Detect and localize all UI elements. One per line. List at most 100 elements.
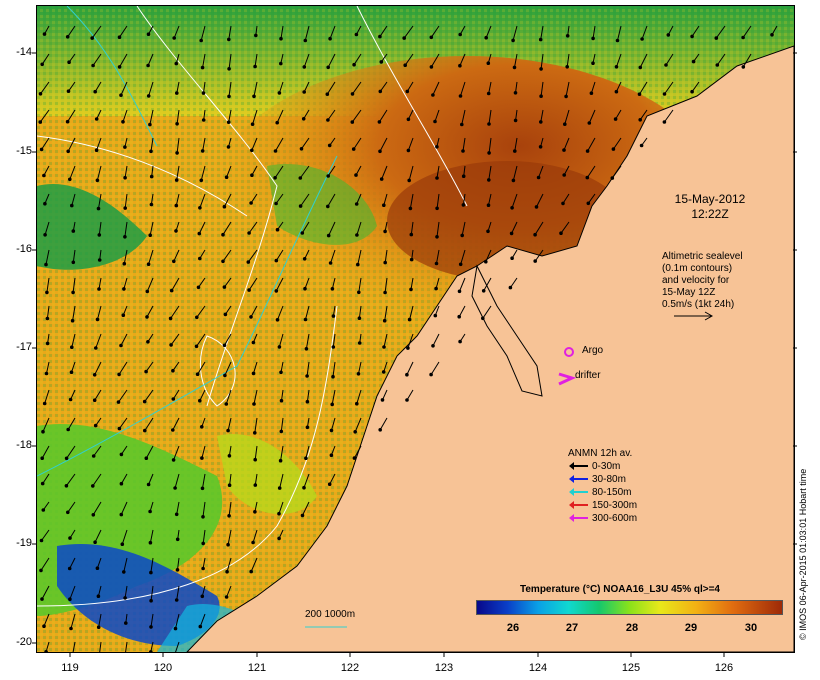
velocity-arrow-head [149, 598, 153, 603]
velocity-arrow-head [94, 346, 98, 350]
y-label: -19 [16, 537, 32, 549]
velocity-arrow [279, 473, 284, 489]
velocity-arrow-head [252, 402, 256, 406]
velocity-arrow [69, 557, 76, 569]
velocity-arrow [590, 81, 596, 94]
velocity-arrow-head [640, 37, 644, 41]
velocity-arrow [150, 557, 154, 573]
colorbar-title: Temperature (°C) NOAA16_L3U 45% ql>=4 [520, 584, 720, 595]
legend-item: 150-300m [569, 500, 637, 511]
velocity-arrow-head [486, 229, 490, 234]
velocity-arrow [352, 81, 362, 95]
velocity-arrow-head [536, 175, 541, 180]
velocity-arrow-head [44, 650, 48, 652]
velocity-arrow [170, 333, 180, 346]
velocity-arrow [536, 193, 544, 208]
velocity-arrow [612, 137, 622, 150]
velocity-arrow-head [429, 65, 434, 69]
velocity-arrow [276, 109, 284, 123]
velocity-arrow [410, 221, 414, 235]
velocity-arrow [381, 165, 388, 180]
velocity-arrow-head [201, 541, 205, 546]
velocity-arrow [67, 501, 76, 513]
velocity-arrow [98, 221, 102, 235]
sealevel-contour-4 [37, 305, 338, 607]
velocity-arrow [512, 165, 518, 181]
velocity-arrow [253, 81, 258, 97]
velocity-arrow [358, 277, 362, 293]
velocity-arrow [356, 193, 362, 205]
velocity-arrow-head [486, 203, 491, 207]
velocity-arrow-head [199, 178, 204, 183]
velocity-arrow-head [174, 61, 179, 66]
velocity-arrow-head [200, 149, 205, 153]
velocity-arrow [146, 277, 154, 292]
velocity-arrow-head [42, 173, 46, 178]
velocity-arrow-head [94, 148, 99, 152]
velocity-arrow [222, 221, 232, 235]
velocity-arrow-head [95, 178, 100, 183]
velocity-arrow [332, 333, 336, 348]
scale-arrow [674, 311, 714, 321]
map-panel[interactable] [36, 5, 795, 653]
velocity-arrow-head [91, 63, 95, 68]
velocity-arrow-head [279, 429, 284, 434]
velocity-arrow [124, 165, 128, 178]
velocity-arrow-head [331, 345, 336, 349]
velocity-arrow [202, 473, 206, 489]
velocity-arrow [461, 109, 466, 125]
velocity-arrow [67, 25, 76, 38]
velocity-arrow-head [611, 147, 616, 151]
velocity-arrow-head [329, 453, 334, 458]
velocity-arrow-head [275, 227, 280, 232]
velocity-arrow-head [44, 371, 49, 376]
velocity-arrow-head [175, 537, 180, 542]
velocity-arrow-head [662, 92, 667, 96]
velocity-arrow [353, 445, 362, 459]
velocity-arrow-head [41, 429, 45, 434]
velocity-arrow-head [382, 203, 386, 207]
velocity-arrow-head [457, 314, 462, 319]
velocity-arrow-head [461, 203, 466, 207]
velocity-arrow-head [168, 316, 173, 321]
land-mass [186, 45, 794, 652]
velocity-arrow-head [403, 63, 408, 68]
velocity-arrow-head [40, 456, 44, 461]
velocity-arrow-head [66, 149, 71, 154]
velocity-arrow [332, 361, 336, 377]
velocity-arrow [172, 417, 180, 431]
velocity-arrow-head [253, 64, 257, 69]
velocity-arrow-head [68, 597, 72, 602]
velocity-arrow [68, 81, 76, 92]
y-label: -15 [16, 145, 32, 157]
velocity-arrow [224, 333, 232, 346]
velocity-arrow-head [354, 173, 358, 177]
velocity-arrow-head [562, 148, 566, 152]
velocity-arrow [146, 305, 154, 318]
velocity-arrow-head [171, 397, 176, 401]
velocity-arrow-head [42, 32, 47, 36]
velocity-arrow [488, 193, 492, 206]
velocity-arrow [406, 389, 414, 401]
velocity-arrow-head [352, 456, 357, 460]
velocity-arrow [278, 333, 284, 348]
velocity-arrow [228, 81, 232, 97]
velocity-arrow-head [97, 287, 101, 291]
velocity-arrow-head [174, 178, 179, 182]
y-label: -14 [16, 46, 32, 58]
x-label: 122 [340, 662, 360, 674]
velocity-arrow-head [225, 569, 229, 574]
velocity-arrow [436, 193, 440, 209]
velocity-arrow-head [302, 65, 307, 69]
x-label: 124 [528, 662, 548, 674]
x-label: 123 [434, 662, 454, 674]
velocity-arrow [148, 249, 154, 265]
velocity-arrow-head [273, 149, 278, 153]
colorbar-tick: 29 [684, 622, 698, 634]
velocity-arrow [663, 109, 674, 123]
velocity-arrow-head [325, 92, 330, 96]
velocity-arrow [383, 193, 388, 206]
velocity-arrow [354, 417, 362, 432]
velocity-arrow-head [71, 260, 76, 265]
velocity-arrow-head [117, 35, 122, 40]
